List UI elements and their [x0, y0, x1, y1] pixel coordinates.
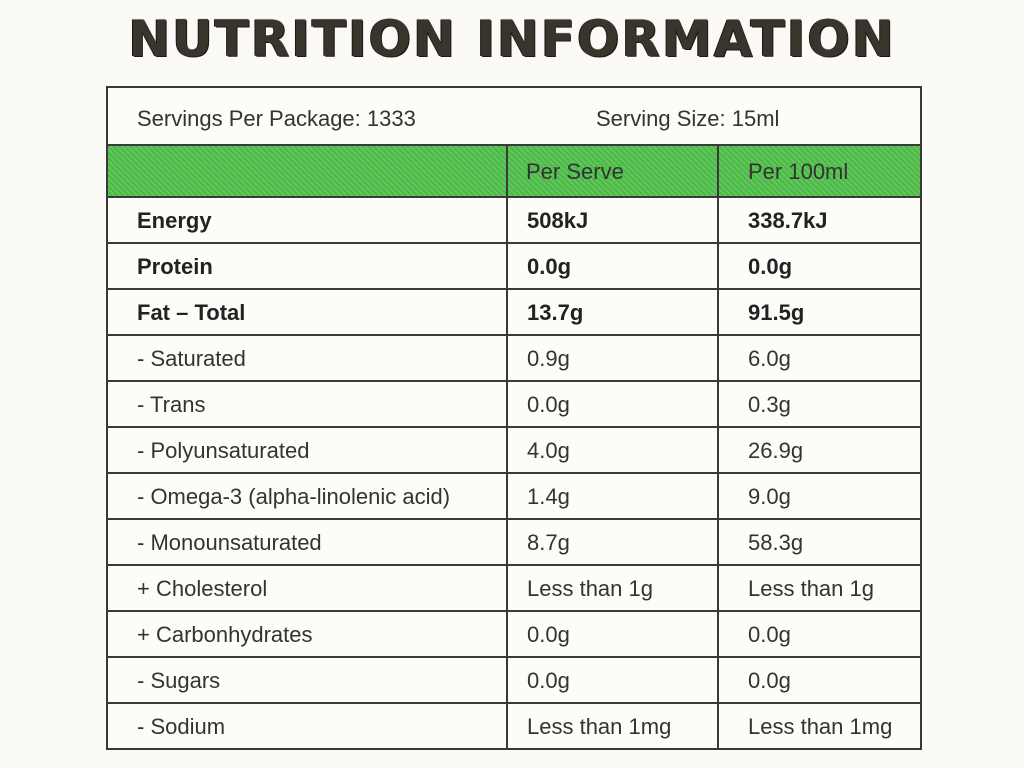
column-divider	[506, 144, 508, 748]
per-serve-value: 0.0g	[527, 254, 572, 279]
per-serve-value: Less than 1mg	[527, 714, 672, 739]
per-100ml-value: 58.3g	[748, 530, 804, 555]
table-row: - Monounsaturated 8.7g 58.3g	[108, 520, 920, 566]
per-serve-value: Less than 1g	[527, 576, 653, 601]
per-100ml-value: 0.0g	[748, 254, 793, 279]
serving-size: Serving Size: 15ml	[596, 106, 780, 131]
per-serve-value: 8.7g	[527, 530, 570, 555]
per-serve-value: 0.9g	[527, 346, 570, 371]
per-100ml-value: Less than 1g	[748, 576, 874, 601]
nutrient-label: Protein	[137, 254, 213, 279]
per-100ml-value: Less than 1mg	[748, 714, 893, 739]
nutrient-label: Fat – Total	[137, 300, 246, 325]
page-title: NUTRITION INFORMATION	[128, 10, 896, 68]
nutrient-label: - Sodium	[137, 714, 226, 739]
nutrient-label: - Trans	[137, 392, 206, 417]
table-row: - Sodium Less than 1mg Less than 1mg	[108, 704, 920, 750]
nutrient-label: - Sugars	[137, 668, 221, 693]
per-100ml-value: 0.3g	[748, 392, 791, 417]
per-serve-value: 13.7g	[527, 300, 584, 325]
nutrient-label: Energy	[137, 208, 212, 233]
table-row: + Carbonhydrates 0.0g 0.0g	[108, 612, 920, 658]
per-100ml-value: 0.0g	[748, 622, 791, 647]
nutrient-label: - Polyunsaturated	[137, 438, 310, 463]
nutrient-label: - Saturated	[137, 346, 246, 371]
table-row: - Omega-3 (alpha-linolenic acid) 1.4g 9.…	[108, 474, 920, 520]
per-100ml-value: 0.0g	[748, 668, 791, 693]
nutrition-table: Servings Per Package: 1333 Serving Size:…	[106, 86, 922, 750]
serving-info-row: Servings Per Package: 1333 Serving Size:…	[108, 88, 920, 144]
column-divider	[717, 144, 719, 748]
per-100ml-value: 26.9g	[748, 438, 804, 463]
table-row: Protein 0.0g 0.0g	[108, 244, 920, 290]
per-100ml-value: 91.5g	[748, 300, 805, 325]
nutrient-label: - Omega-3 (alpha-linolenic acid)	[137, 484, 451, 509]
table-row: Energy 508kJ 338.7kJ	[108, 198, 920, 244]
table-row: Fat – Total 13.7g 91.5g	[108, 290, 920, 336]
table-row: - Saturated 0.9g 6.0g	[108, 336, 920, 382]
per-100ml-value: 9.0g	[748, 484, 791, 509]
nutrient-label: + Carbonhydrates	[137, 622, 313, 647]
table-row: - Sugars 0.0g 0.0g	[108, 658, 920, 704]
per-100ml-value: 338.7kJ	[748, 208, 828, 233]
per-serve-value: 508kJ	[527, 208, 589, 233]
table-row: - Trans 0.0g 0.3g	[108, 382, 920, 428]
per-serve-value: 1.4g	[527, 484, 570, 509]
nutrient-label: + Cholesterol	[137, 576, 268, 601]
column-header-per-100ml: Per 100ml	[748, 159, 849, 184]
column-header-per-serve: Per Serve	[526, 159, 624, 184]
per-serve-value: 0.0g	[527, 668, 570, 693]
servings-per-package: Servings Per Package: 1333	[137, 106, 416, 131]
nutrient-label: - Monounsaturated	[137, 530, 322, 555]
table-row: + Cholesterol Less than 1g Less than 1g	[108, 566, 920, 612]
per-serve-value: 0.0g	[527, 392, 570, 417]
column-header-row: Per Serve Per 100ml	[108, 144, 920, 198]
per-serve-value: 0.0g	[527, 622, 570, 647]
per-100ml-value: 6.0g	[748, 346, 791, 371]
table-row: - Polyunsaturated 4.0g 26.9g	[108, 428, 920, 474]
per-serve-value: 4.0g	[527, 438, 570, 463]
